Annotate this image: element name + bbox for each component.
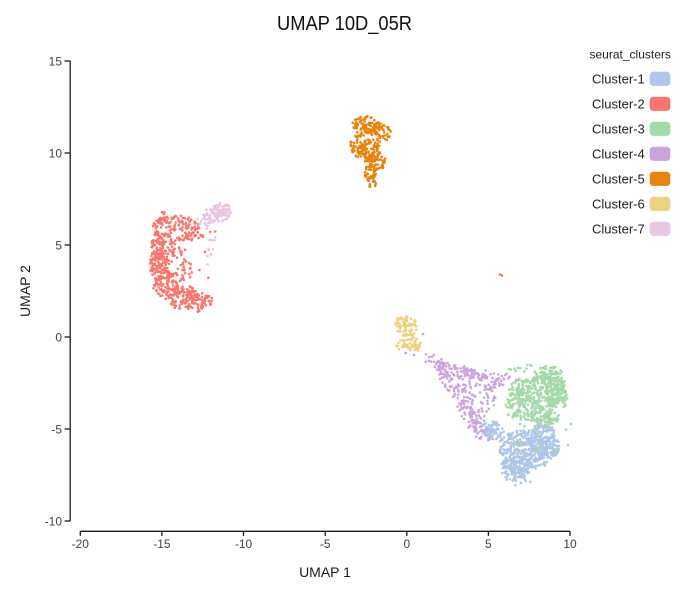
svg-text:Cluster-7: Cluster-7 bbox=[592, 222, 645, 237]
svg-text:Cluster-1: Cluster-1 bbox=[592, 72, 645, 87]
svg-text:-10: -10 bbox=[45, 514, 63, 528]
svg-text:10: 10 bbox=[563, 537, 577, 551]
svg-text:5: 5 bbox=[485, 537, 492, 551]
svg-text:-15: -15 bbox=[153, 537, 171, 551]
svg-text:-5: -5 bbox=[320, 537, 331, 551]
svg-text:15: 15 bbox=[49, 54, 63, 68]
svg-text:seurat_clusters: seurat_clusters bbox=[590, 47, 671, 61]
svg-text:Cluster-5: Cluster-5 bbox=[592, 172, 645, 187]
svg-text:UMAP 1: UMAP 1 bbox=[299, 564, 351, 580]
svg-text:Cluster-4: Cluster-4 bbox=[592, 147, 645, 162]
svg-text:0: 0 bbox=[55, 330, 62, 344]
svg-text:UMAP 10D_05R: UMAP 10D_05R bbox=[277, 12, 412, 35]
svg-text:Cluster-2: Cluster-2 bbox=[592, 97, 645, 112]
svg-text:-10: -10 bbox=[235, 537, 253, 551]
svg-text:0: 0 bbox=[403, 537, 410, 551]
svg-text:5: 5 bbox=[55, 238, 62, 252]
svg-text:10: 10 bbox=[49, 146, 63, 160]
svg-text:Cluster-3: Cluster-3 bbox=[592, 122, 645, 137]
svg-text:Cluster-6: Cluster-6 bbox=[592, 197, 645, 212]
svg-text:UMAP 2: UMAP 2 bbox=[17, 265, 33, 317]
svg-text:-20: -20 bbox=[72, 537, 90, 551]
svg-text:-5: -5 bbox=[51, 422, 62, 436]
